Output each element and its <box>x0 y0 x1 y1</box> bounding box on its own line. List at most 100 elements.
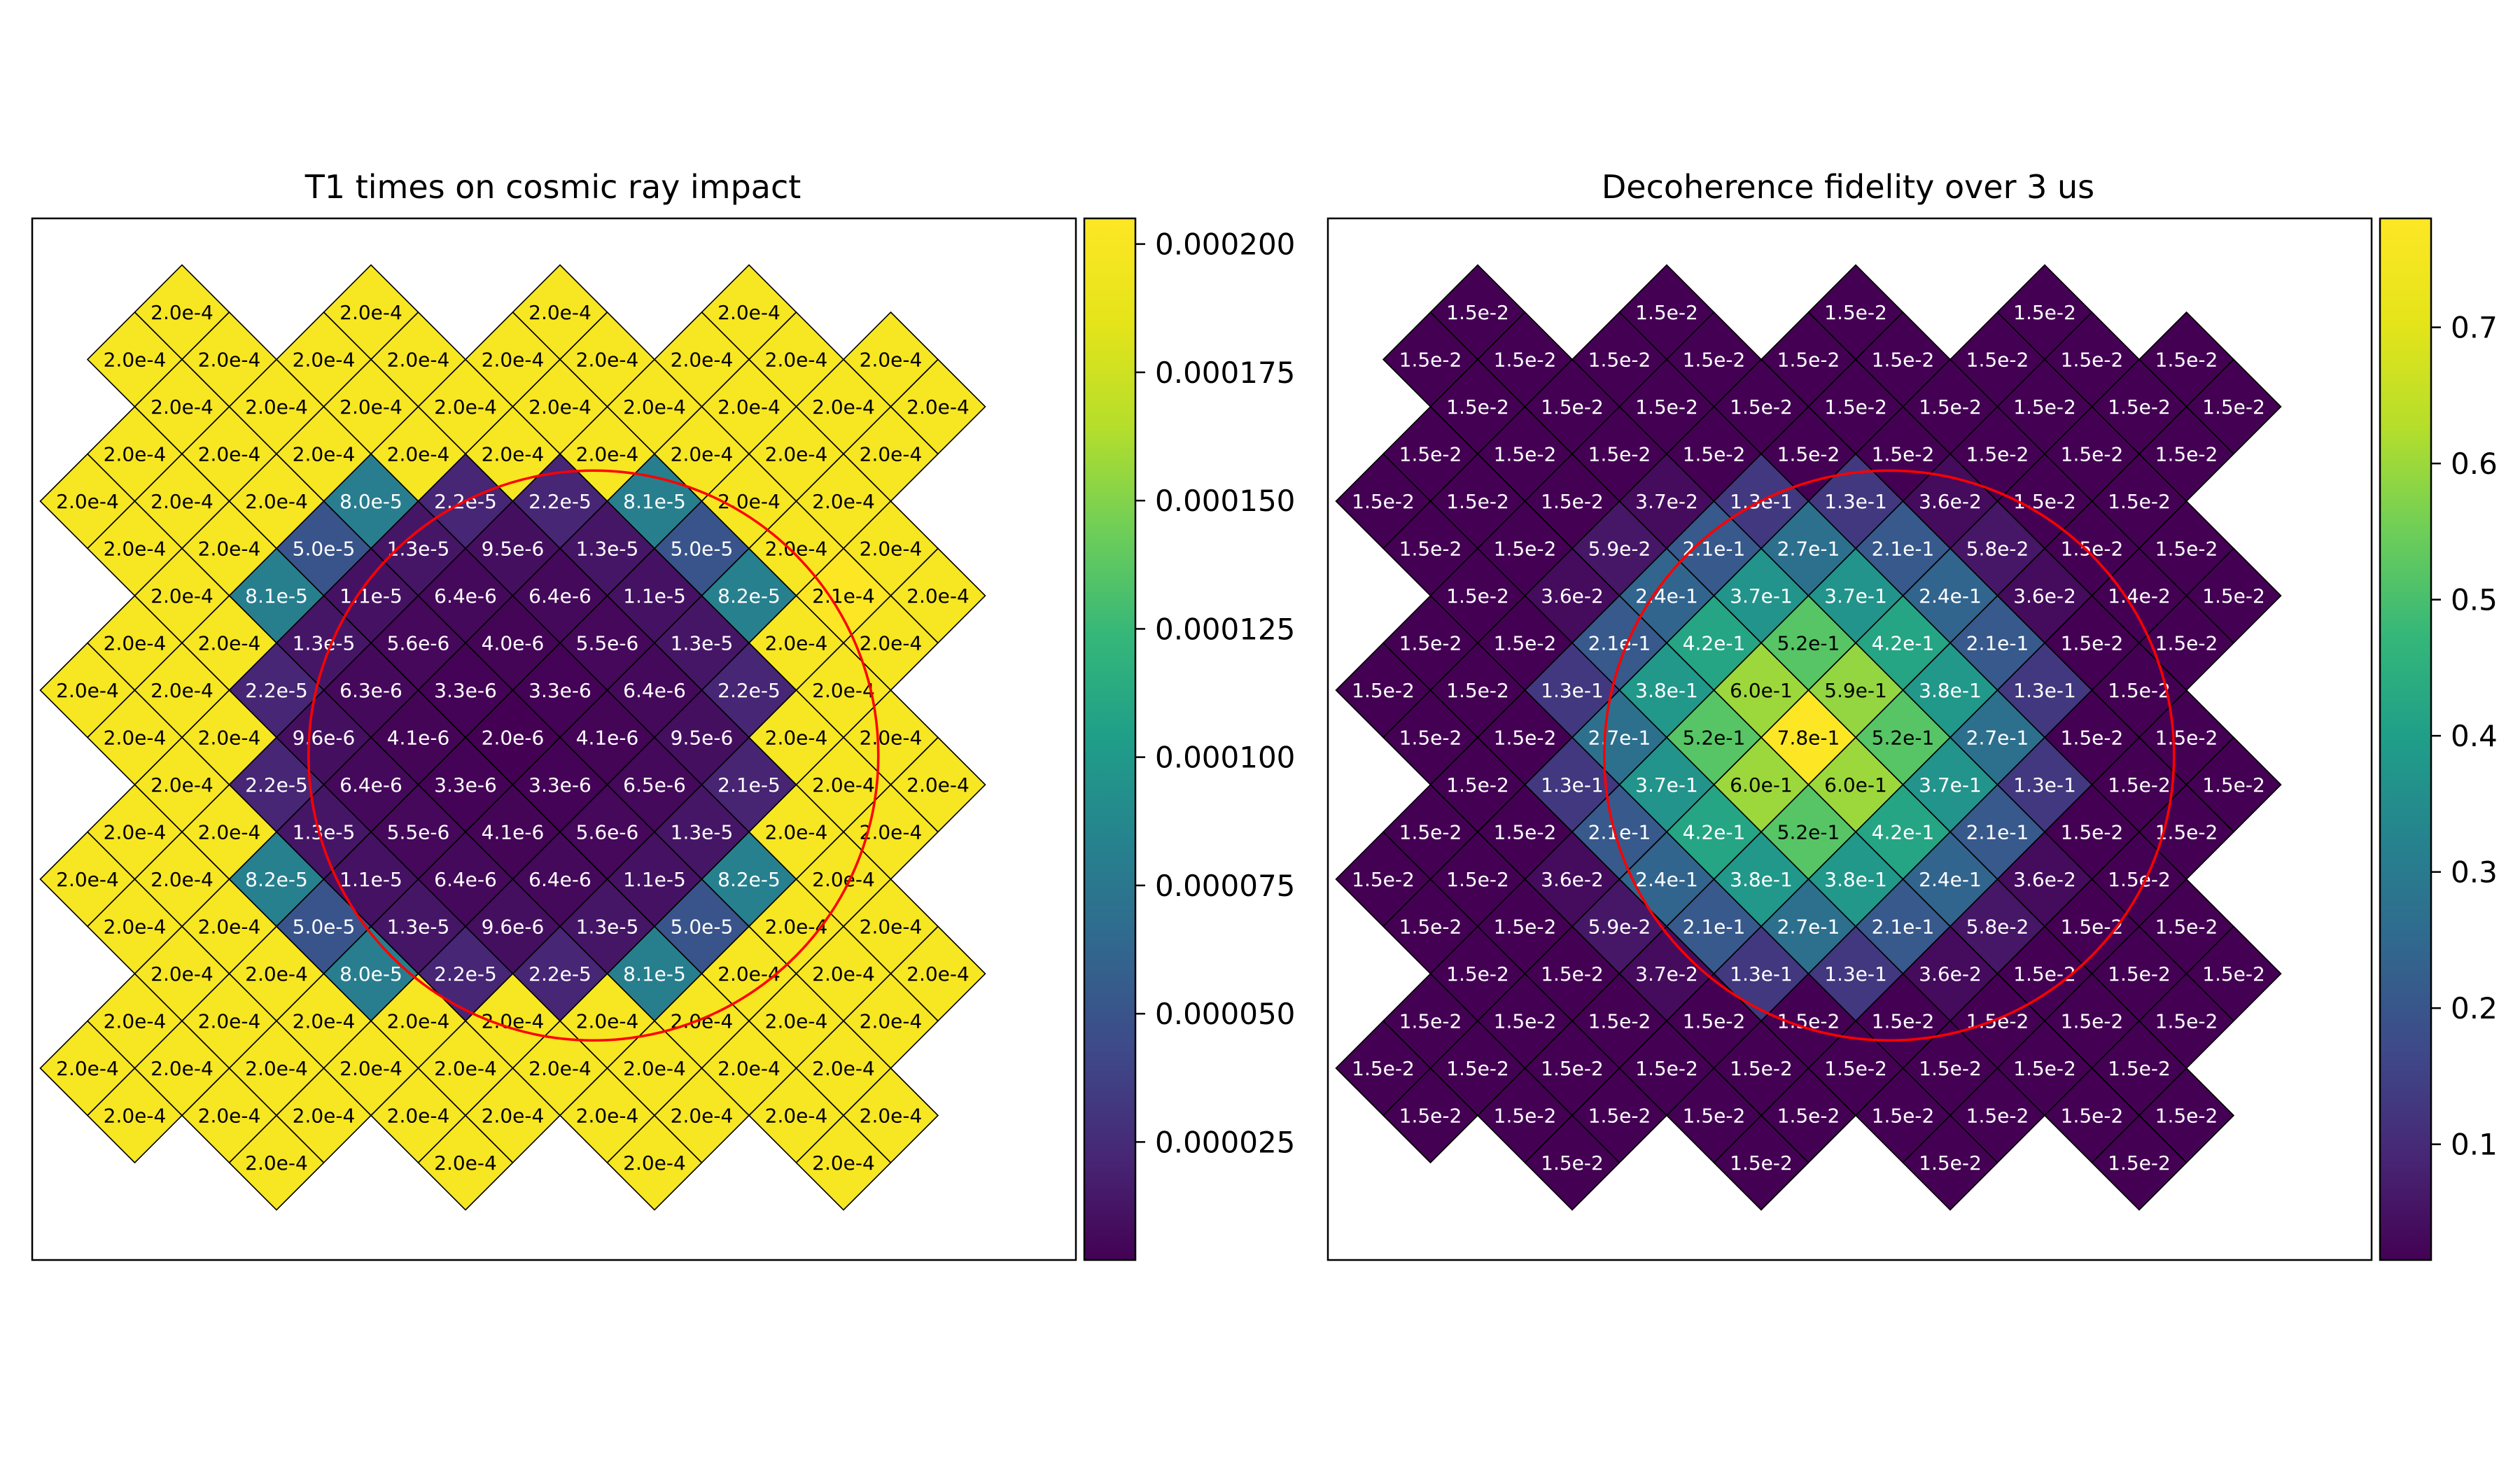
heatmap-cell-label: 2.0e-4 <box>812 396 875 419</box>
heatmap-cell-label: 2.0e-4 <box>198 727 261 750</box>
heatmap-cell-label: 1.5e-2 <box>2108 396 2171 419</box>
heatmap-cell-label: 1.5e-2 <box>2202 774 2265 797</box>
heatmap-cell-label: 1.3e-5 <box>576 916 639 939</box>
heatmap-cell <box>417 1114 514 1211</box>
heatmap-cell-label: 1.5e-2 <box>1730 1152 1793 1175</box>
heatmap-cell-label: 1.5e-2 <box>1966 349 2029 372</box>
heatmap-cell-label: 2.0e-4 <box>56 1057 119 1080</box>
heatmap-cell-label: 6.4e-6 <box>528 868 592 891</box>
heatmap-cell-label: 2.0e-4 <box>812 679 875 702</box>
heatmap-cell-label: 1.5e-2 <box>2108 1152 2171 1175</box>
heatmap-cell-label: 5.6e-6 <box>387 632 450 655</box>
heatmap-cell-label: 1.5e-2 <box>1399 538 1462 561</box>
colorbar-tick-label: 0.2 <box>2451 991 2498 1026</box>
heatmap-cell-label: 2.0e-4 <box>671 1010 734 1033</box>
colorbar-tick-label: 0.5 <box>2451 583 2498 617</box>
heatmap-cell-label: 3.8e-1 <box>1730 868 1793 891</box>
heatmap-cell-label: 1.5e-2 <box>2061 1010 2124 1033</box>
heatmap-cell-label: 1.3e-5 <box>387 916 450 939</box>
heatmap-cell-label: 3.7e-2 <box>1635 962 1698 986</box>
heatmap-cell-label: 2.0e-4 <box>860 1105 923 1128</box>
heatmap-cell-label: 2.0e-4 <box>293 349 356 372</box>
heatmap-cell-label: 5.2e-1 <box>1683 727 1746 750</box>
heatmap-cell-label: 2.0e-4 <box>104 916 167 939</box>
heatmap-cell-label: 5.0e-5 <box>293 916 356 939</box>
heatmap-cell-label: 1.5e-2 <box>2108 868 2171 891</box>
heatmap-cell-label: 2.2e-5 <box>245 774 308 797</box>
heatmap-cell-label: 2.0e-4 <box>765 821 828 844</box>
heatmap-cell-label: 1.5e-2 <box>2155 443 2218 466</box>
heatmap-cell-label: 2.0e-4 <box>528 396 592 419</box>
heatmap-cell-label: 5.2e-1 <box>1777 821 1840 844</box>
heatmap-cell-label: 2.0e-4 <box>150 962 214 986</box>
heatmap-cell-label: 1.5e-2 <box>1683 443 1746 466</box>
heatmap-cell-label: 3.6e-2 <box>1919 962 1982 986</box>
heatmap-cell-label: 2.0e-4 <box>434 396 497 419</box>
heatmap-cell-label: 5.5e-6 <box>576 632 639 655</box>
heatmap-cell-label: 2.0e-4 <box>765 349 828 372</box>
fidelity-cell-grid: 1.5e-2 1.5e-2 1.5e-2 1.5e-2 1.5e-2 1.5e-2 1.5e… <box>1335 264 2282 1211</box>
heatmap-cell-label: 2.1e-1 <box>1683 916 1746 939</box>
heatmap-cell-label: 2.4e-1 <box>1919 584 1982 608</box>
heatmap-cell-label: 4.1e-6 <box>576 727 639 750</box>
heatmap-cell <box>2091 1114 2188 1211</box>
heatmap-cell-label: 2.0e-4 <box>860 349 923 372</box>
heatmap-cell-label: 5.9e-2 <box>1588 538 1651 561</box>
heatmap-cell-label: 1.3e-5 <box>671 821 734 844</box>
heatmap-cell-label: 1.5e-2 <box>1399 1105 1462 1128</box>
heatmap-cell-label: 3.6e-2 <box>2013 868 2076 891</box>
heatmap-cell-label: 5.0e-5 <box>671 538 734 561</box>
heatmap-cell <box>86 1067 183 1164</box>
heatmap-cell-label: 1.5e-2 <box>1446 490 1509 513</box>
heatmap-cell-label: 2.0e-4 <box>576 443 639 466</box>
heatmap-cell-label: 3.6e-2 <box>1541 868 1604 891</box>
heatmap-cell-label: 1.3e-5 <box>293 821 356 844</box>
heatmap-cell-label: 2.0e-4 <box>150 584 214 608</box>
heatmap-cell-label: 1.5e-2 <box>1588 443 1651 466</box>
heatmap-cell-label: 1.5e-2 <box>2155 916 2218 939</box>
heatmap-cell-label: 1.5e-2 <box>2013 490 2076 513</box>
heatmap-cell-label: 6.0e-1 <box>1730 679 1793 702</box>
heatmap-cell-label: 3.6e-2 <box>1541 584 1604 608</box>
heatmap-cell-label: 3.7e-1 <box>1635 774 1698 797</box>
heatmap-cell-label: 8.0e-5 <box>340 490 402 513</box>
heatmap-cell-label: 1.1e-5 <box>340 584 402 608</box>
heatmap-cell-label: 1.5e-2 <box>2155 349 2218 372</box>
heatmap-cell-label: 2.0e-4 <box>906 962 969 986</box>
heatmap-cell-label: 2.1e-4 <box>812 584 875 608</box>
heatmap-cell-label: 3.7e-1 <box>1824 584 1887 608</box>
heatmap-cell-label: 1.5e-2 <box>1352 1057 1415 1080</box>
heatmap-cell-label: 2.0e-4 <box>293 1105 356 1128</box>
heatmap-cell-label: 1.5e-2 <box>1777 1105 1840 1128</box>
heatmap-cell-label: 5.9e-1 <box>1824 679 1887 702</box>
colorbar-tick-label: 0.4 <box>2451 719 2498 753</box>
heatmap-cell-label: 1.5e-2 <box>1683 349 1746 372</box>
heatmap-cell-label: 6.4e-6 <box>434 584 497 608</box>
heatmap-cell-label: 6.0e-1 <box>1824 774 1887 797</box>
colorbar-tick-label: 0.1 <box>2451 1128 2498 1162</box>
heatmap-cell-label: 5.2e-1 <box>1872 727 1935 750</box>
impact-circle <box>1603 469 2176 1042</box>
heatmap-cell-label: 2.1e-1 <box>1966 821 2029 844</box>
heatmap-cell-label: 8.2e-5 <box>718 868 780 891</box>
heatmap-cell-label: 2.7e-1 <box>1777 916 1840 939</box>
heatmap-cell-label: 8.2e-5 <box>718 584 780 608</box>
heatmap-cell-label: 6.0e-1 <box>1730 774 1793 797</box>
heatmap-cell-label: 1.5e-2 <box>1352 490 1415 513</box>
heatmap-cell-label: 2.0e-4 <box>623 1057 686 1080</box>
heatmap-cell-label: 2.0e-4 <box>482 349 545 372</box>
heatmap-cell-label: 2.0e-4 <box>718 962 780 986</box>
heatmap-cell-label: 1.5e-2 <box>1872 349 1935 372</box>
heatmap-cell-label: 1.5e-2 <box>2108 774 2171 797</box>
colorbar-tick-label: 0.000075 <box>1155 869 1295 903</box>
heatmap-cell-label: 2.0e-4 <box>576 349 639 372</box>
heatmap-cell-label: 2.1e-1 <box>1872 538 1935 561</box>
heatmap-cell-label: 2.0e-4 <box>812 774 875 797</box>
chart-title-t1: T1 times on cosmic ray impact <box>304 168 802 206</box>
heatmap-cell-label: 1.5e-2 <box>1541 490 1604 513</box>
heatmap-cell-label: 2.0e-4 <box>245 1152 308 1175</box>
heatmap-cell-label: 1.5e-2 <box>2013 301 2076 324</box>
heatmap-cell-label: 2.0e-4 <box>860 1010 923 1033</box>
heatmap-cell-label: 2.0e-4 <box>765 1105 828 1128</box>
heatmap-cell-label: 1.5e-2 <box>1541 1057 1604 1080</box>
